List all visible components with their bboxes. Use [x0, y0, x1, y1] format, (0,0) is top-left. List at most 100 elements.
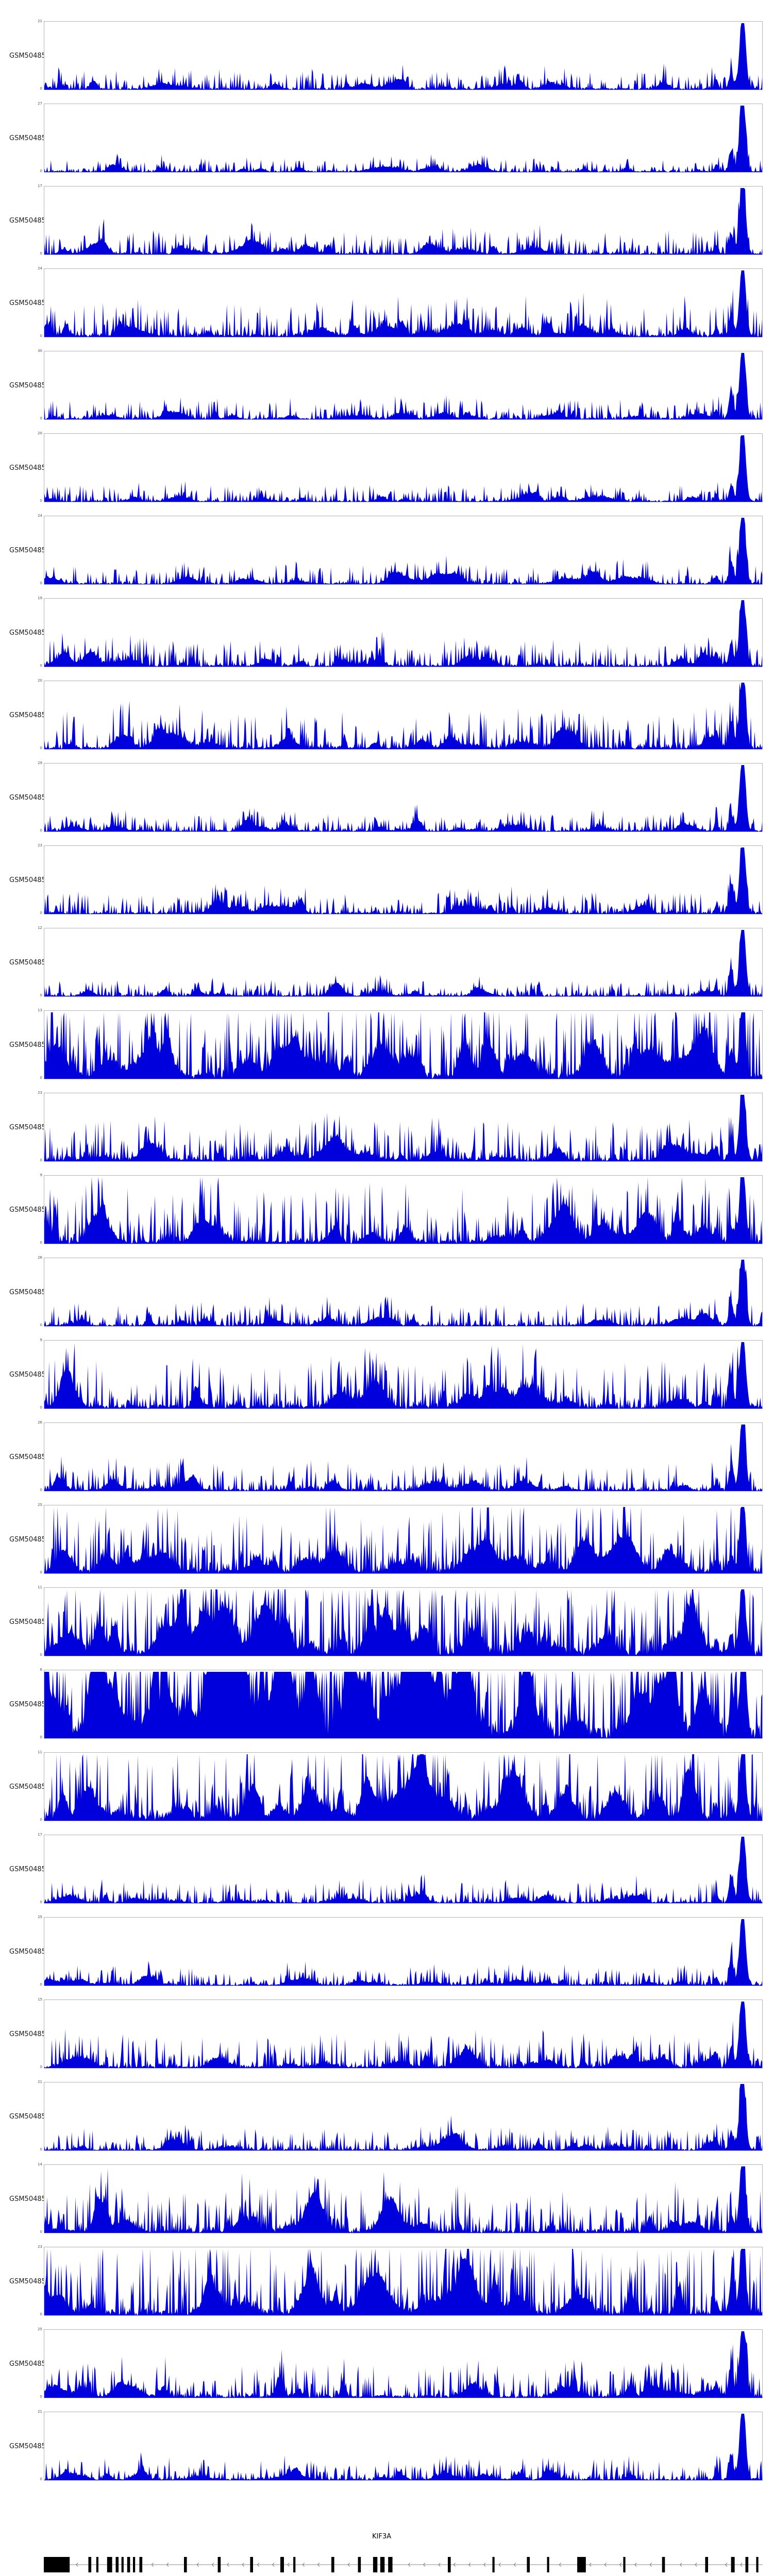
strand-arrow-icon: [483, 2563, 486, 2567]
track-label: GSM5048524: [9, 1947, 55, 1956]
coverage-signal: [44, 1342, 762, 1409]
exon-box: [121, 2557, 124, 2572]
track-label: GSM5048544: [9, 299, 55, 307]
yaxis-min-value: 0: [40, 581, 42, 585]
strand-arrow-icon: [227, 2563, 229, 2567]
exon-box: [293, 2557, 296, 2572]
coverage-signal: [44, 518, 762, 584]
strand-arrow-icon: [242, 2563, 244, 2567]
strand-arrow-icon: [272, 2563, 275, 2567]
track-label: GSM5048539: [9, 711, 55, 719]
yaxis-max-value: 21: [38, 19, 42, 23]
coverage-plot: [44, 598, 763, 667]
coverage-plot: [44, 2329, 763, 2398]
strand-arrow-icon: [423, 2563, 426, 2567]
yaxis-max-value: 15: [38, 1997, 42, 2002]
track-label: GSM5048530: [9, 1453, 55, 1461]
coverage-signal: [44, 600, 762, 667]
strand-arrow-icon: [604, 2563, 607, 2567]
strand-arrow-icon: [740, 2563, 743, 2567]
yaxis-min-value: 0: [40, 746, 42, 750]
yaxis-min-value: 0: [40, 1982, 42, 1987]
exon-box: [731, 2557, 735, 2572]
coverage-signal: [44, 2002, 762, 2068]
strand-arrow-icon: [679, 2563, 682, 2567]
track-row: GSM5048521 14 0: [0, 2158, 773, 2240]
track-label: GSM5048547: [9, 52, 55, 60]
track-label: GSM5048531: [9, 1370, 55, 1379]
track-label: GSM5048545: [9, 216, 55, 225]
strand-arrow-icon: [257, 2563, 260, 2567]
exon-box: [527, 2557, 530, 2572]
coverage-signal: [44, 1260, 762, 1326]
yaxis-max-value: 13: [38, 1008, 42, 1012]
strand-arrow-icon: [649, 2563, 652, 2567]
exon-box: [331, 2557, 334, 2572]
exon-box: [577, 2557, 586, 2572]
yaxis-max-value: 17: [38, 184, 42, 188]
yaxis-min-value: 0: [40, 1488, 42, 1492]
yaxis-min-value: 0: [40, 2065, 42, 2069]
yaxis-max-value: 6: [40, 1668, 42, 1672]
coverage-tracks-container: GSM5048547 21 0 GSM5048546 27 0 GSM5048545 17 0 G…: [0, 14, 773, 2487]
yaxis-max-value: 29: [38, 761, 42, 765]
yaxis-min-value: 0: [40, 499, 42, 503]
track-label: GSM5048529: [9, 1535, 55, 1544]
track-row: GSM5048542 20 0: [0, 427, 773, 509]
strand-arrow-icon: [438, 2563, 441, 2567]
exon-box: [547, 2557, 549, 2572]
yaxis-min-value: 0: [40, 1076, 42, 1080]
coverage-signal: [44, 1589, 762, 1656]
track-label: GSM5048526: [9, 1783, 55, 1791]
track-row: GSM5048523 15 0: [0, 1993, 773, 2075]
coverage-plot: [44, 845, 763, 914]
yaxis-min-value: 0: [40, 1818, 42, 1822]
coverage-signal: [44, 1837, 762, 1903]
coverage-plot: [44, 1505, 763, 1574]
strand-arrow-icon: [347, 2563, 350, 2567]
yaxis-min-value: 0: [40, 416, 42, 420]
yaxis-max-value: 25: [38, 1503, 42, 1507]
strand-arrow-icon: [589, 2563, 592, 2567]
yaxis-max-value: 25: [38, 2327, 42, 2331]
yaxis-max-value: 25: [38, 1915, 42, 1919]
exon-box: [44, 2557, 70, 2572]
strand-arrow-icon: [513, 2563, 516, 2567]
yaxis-min-value: 0: [40, 1158, 42, 1162]
track-row: GSM5048534 23 0: [0, 1086, 773, 1168]
exon-box: [756, 2557, 759, 2572]
exon-box: [662, 2557, 665, 2572]
exon-box: [115, 2557, 119, 2572]
yaxis-max-value: 26: [38, 1256, 42, 1260]
strand-arrow-icon: [211, 2563, 214, 2567]
coverage-signal: [44, 1754, 762, 1821]
track-row: GSM5048532 26 0: [0, 1251, 773, 1333]
yaxis-min-value: 0: [40, 2312, 42, 2316]
yaxis-max-value: 23: [38, 843, 42, 848]
yaxis-min-value: 0: [40, 1241, 42, 1245]
coverage-signal: [44, 1672, 762, 1738]
track-label: GSM5048533: [9, 1206, 55, 1214]
exon-box: [88, 2557, 92, 2572]
track-row: GSM5048522 21 0: [0, 2075, 773, 2158]
yaxis-max-value: 19: [38, 596, 42, 600]
exon-box: [373, 2557, 378, 2572]
strand-arrow-icon: [302, 2563, 305, 2567]
yaxis-max-value: 9: [40, 1338, 42, 1342]
exon-box: [492, 2557, 495, 2572]
coverage-signal: [44, 1425, 762, 1491]
track-label: GSM5048534: [9, 1123, 55, 1131]
track-label: GSM5048543: [9, 381, 55, 389]
track-row: GSM5048519 25 0: [0, 2323, 773, 2405]
coverage-plot: [44, 104, 763, 173]
exon-box: [380, 2557, 385, 2572]
track-label: GSM5048538: [9, 793, 55, 802]
coverage-plot: [44, 1258, 763, 1327]
coverage-plot: [44, 681, 763, 750]
yaxis-min-value: 0: [40, 251, 42, 256]
exon-box: [280, 2557, 284, 2572]
track-label: GSM5048520: [9, 2277, 55, 2285]
strand-arrow-icon: [166, 2563, 169, 2567]
coverage-signal: [44, 353, 762, 419]
coverage-plot: [44, 2164, 763, 2233]
